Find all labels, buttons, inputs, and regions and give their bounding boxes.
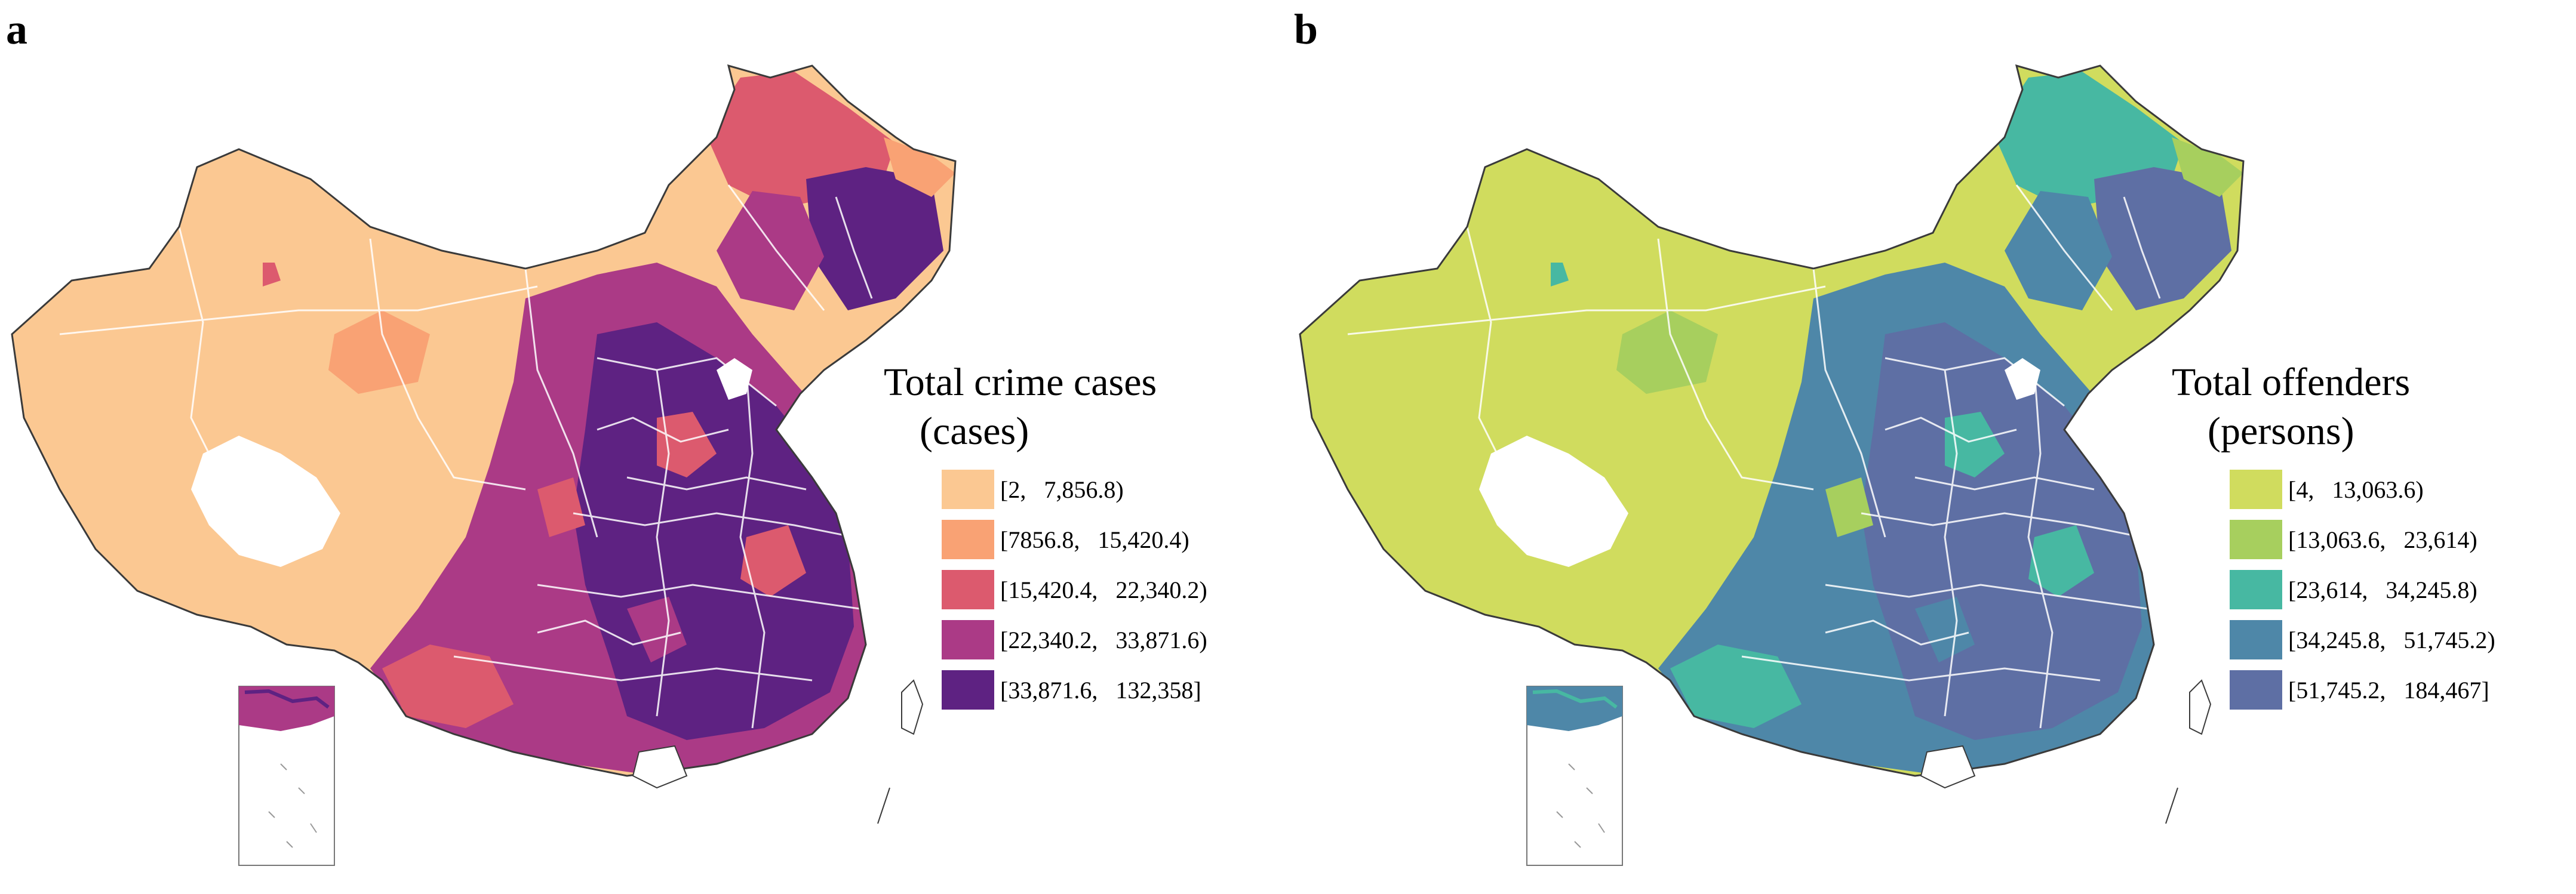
region-class-2-ne	[884, 137, 955, 197]
hainan-island	[632, 745, 688, 789]
legend-label: [2, 7,856.8)	[1000, 476, 1124, 503]
region-class-3-sw	[1670, 645, 1802, 728]
south-china-sea-inset	[238, 686, 335, 866]
region-class-3-west	[1551, 263, 1569, 286]
region-class-2-ne	[2172, 137, 2243, 197]
taiwan-island	[901, 679, 924, 735]
legend-swatch	[2228, 619, 2283, 661]
legend-label: [23,614, 34,245.8)	[2288, 576, 2477, 603]
legend-unit: (persons)	[2208, 409, 2354, 453]
region-class-2-c3	[1825, 477, 1873, 537]
legend-item: [2, 7,856.8)	[940, 464, 1278, 514]
legend-item: [13,063.6, 23,614)	[2228, 514, 2566, 565]
legend-item: [34,245.8, 51,745.2)	[2228, 615, 2566, 665]
region-class-3-c1	[1945, 412, 2005, 477]
legend-crime-cases: Total crime cases (cases) [2, 7,856.8) […	[884, 358, 1278, 715]
legend-label: [7856.8, 15,420.4)	[1000, 526, 1189, 553]
blank-region-plateau	[191, 436, 340, 567]
country-outline	[1299, 64, 2245, 777]
legend-label: [33,871.6, 132,358]	[1000, 676, 1201, 704]
legend-label: [34,245.8, 51,745.2)	[2288, 626, 2495, 653]
region-class-5	[1861, 322, 2142, 740]
region-class-5-ne	[2094, 167, 2231, 310]
island-mark	[2165, 787, 2178, 824]
legend-label: [13,063.6, 23,614)	[2288, 526, 2477, 553]
panel-letter-a: a	[6, 5, 27, 53]
legend-swatch	[940, 569, 995, 611]
region-class-3-c2	[2028, 525, 2094, 597]
blank-region-bohai	[717, 358, 752, 400]
region-class-3-c1	[657, 412, 717, 477]
legend-label: [15,420.4, 22,340.2)	[1000, 576, 1207, 603]
panel-a: a	[6, 5, 1278, 866]
legend-offenders: Total offenders (persons) [4, 13,063.6) …	[2172, 358, 2566, 715]
region-class-4-c4	[627, 597, 687, 662]
legend-label: [51,745.2, 184,467]	[2288, 676, 2489, 704]
region-class-5	[573, 322, 854, 740]
legend-swatch	[940, 468, 995, 510]
region-class-3-west	[263, 263, 281, 286]
blank-region-bohai	[2005, 358, 2040, 400]
legend-swatch	[2228, 569, 2283, 611]
region-class-2-west	[328, 310, 430, 394]
legend-item: [15,420.4, 22,340.2)	[940, 565, 1278, 615]
blank-region-plateau	[1479, 436, 1628, 567]
legend-title: Total crime cases	[884, 360, 1157, 404]
legend-unit: (cases)	[920, 409, 1029, 453]
legend-item: [51,745.2, 184,467]	[2228, 665, 2566, 715]
legend-item: [22,340.2, 33,871.6)	[940, 615, 1278, 665]
panel-letter-b: b	[1294, 5, 1318, 53]
region-class-2-west	[1616, 310, 1718, 394]
region-class-5-ne	[806, 167, 943, 310]
region-class-4-ne	[717, 191, 824, 310]
legend-item: [23,614, 34,245.8)	[2228, 565, 2566, 615]
region-class-4-ne	[2005, 191, 2112, 310]
region-class-3-c3	[537, 477, 585, 537]
legend-label: [4, 13,063.6)	[2288, 476, 2424, 503]
region-class-3-c2	[740, 525, 806, 597]
legend-swatch	[2228, 468, 2283, 510]
panel-b: b	[1288, 0, 2576, 894]
legend-swatch	[2228, 669, 2283, 711]
island-mark	[877, 787, 890, 824]
legend-swatch	[2228, 519, 2283, 560]
region-class-4-c4	[1915, 597, 1975, 662]
south-china-sea-inset	[1526, 686, 1623, 866]
legend-title: Total offenders	[2172, 360, 2411, 404]
legend-item: [33,871.6, 132,358]	[940, 665, 1278, 715]
offenders-map	[1299, 64, 2245, 866]
region-class-3-sw	[382, 645, 514, 728]
crime-cases-map	[11, 64, 957, 866]
country-outline	[11, 64, 957, 777]
legend-item: [7856.8, 15,420.4)	[940, 514, 1278, 565]
legend-swatch	[940, 519, 995, 560]
legend-swatch	[940, 669, 995, 711]
legend-label: [22,340.2, 33,871.6)	[1000, 626, 1207, 653]
taiwan-island	[2189, 679, 2212, 735]
legend-swatch	[940, 619, 995, 661]
legend-item: [4, 13,063.6)	[2228, 464, 2566, 514]
hainan-island	[1920, 745, 1976, 789]
